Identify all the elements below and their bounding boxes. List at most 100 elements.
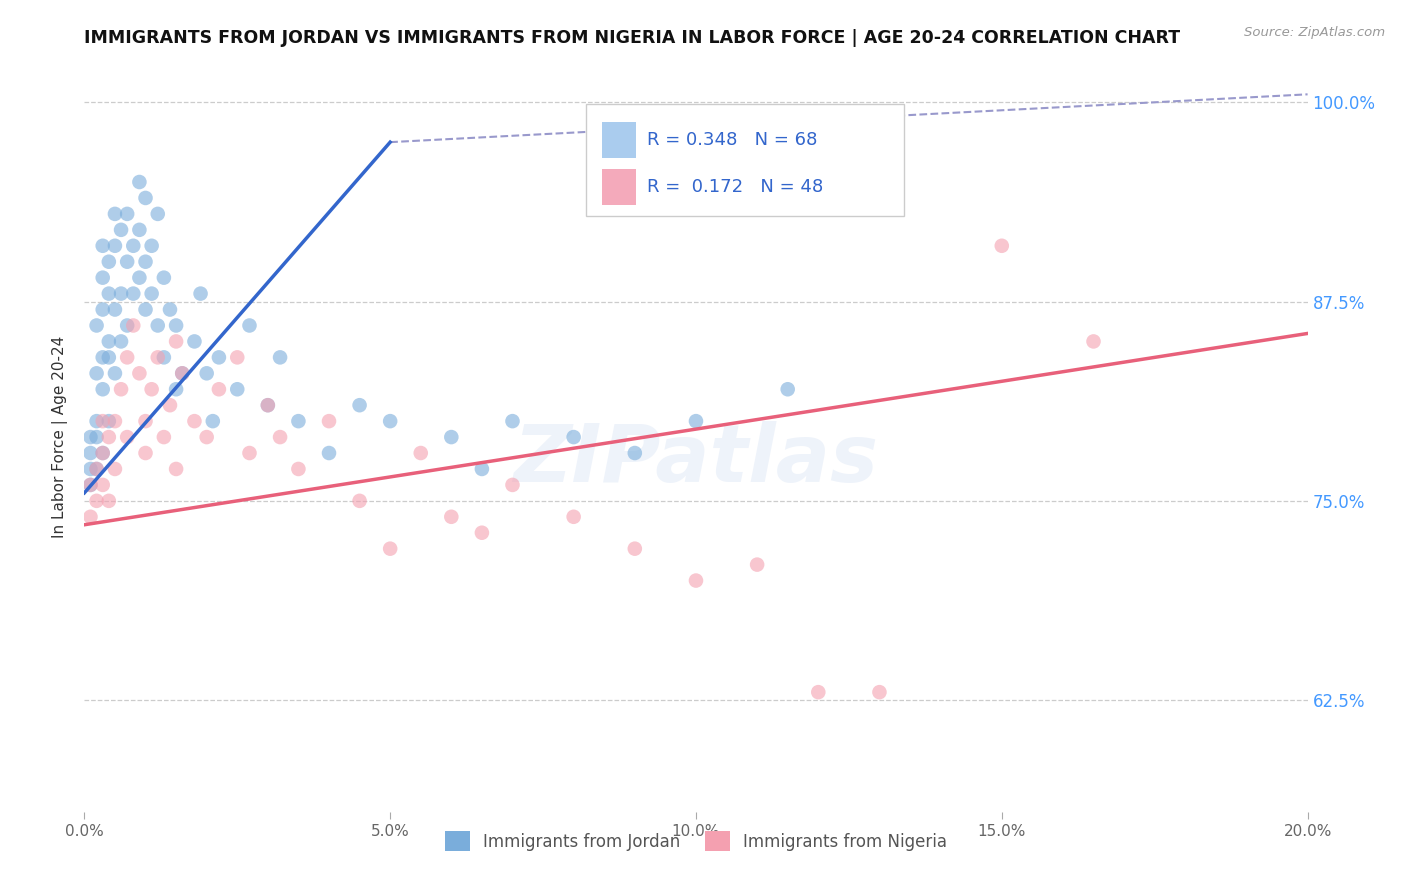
Point	[195, 430, 218, 444]
Point	[172, 367, 194, 381]
Text: ZIPatlas: ZIPatlas	[513, 420, 879, 499]
Point	[91, 382, 114, 396]
Point	[110, 223, 132, 237]
Point	[104, 414, 127, 428]
Point	[318, 414, 340, 428]
Point	[128, 175, 150, 189]
Point	[226, 382, 249, 396]
Point	[91, 446, 114, 460]
Point	[135, 254, 157, 268]
Point	[97, 493, 120, 508]
Point	[104, 367, 127, 381]
Point	[380, 414, 402, 428]
Point	[135, 414, 157, 428]
Point	[86, 462, 108, 476]
Point	[97, 334, 120, 349]
Point	[208, 382, 231, 396]
Point	[141, 286, 163, 301]
Point	[104, 302, 127, 317]
Point	[104, 462, 127, 476]
Y-axis label: In Labor Force | Age 20-24: In Labor Force | Age 20-24	[52, 336, 69, 538]
Point	[409, 446, 432, 460]
Point	[747, 558, 769, 572]
Point	[776, 382, 799, 396]
Point	[685, 414, 707, 428]
Point	[165, 334, 187, 349]
Point	[562, 509, 585, 524]
Text: R =  0.172   N = 48: R = 0.172 N = 48	[647, 178, 824, 196]
Point	[624, 446, 647, 460]
FancyBboxPatch shape	[602, 169, 636, 205]
Point	[135, 191, 157, 205]
Point	[440, 430, 463, 444]
Point	[115, 430, 138, 444]
Point	[128, 270, 150, 285]
Point	[471, 462, 494, 476]
Point	[91, 351, 114, 365]
Point	[115, 207, 138, 221]
Point	[115, 318, 138, 333]
Point	[183, 334, 205, 349]
Point	[201, 414, 224, 428]
Text: R = 0.348   N = 68: R = 0.348 N = 68	[647, 130, 817, 149]
Point	[91, 239, 114, 253]
Point	[122, 239, 145, 253]
Point	[146, 207, 169, 221]
Point	[86, 493, 108, 508]
Point	[110, 334, 132, 349]
Point	[122, 318, 145, 333]
Point	[91, 270, 114, 285]
Point	[122, 286, 145, 301]
Point	[146, 318, 169, 333]
Point	[159, 398, 181, 412]
Point	[165, 462, 187, 476]
Point	[685, 574, 707, 588]
Point	[86, 367, 108, 381]
Point	[79, 478, 101, 492]
Point	[104, 239, 127, 253]
Point	[159, 302, 181, 317]
Point	[165, 318, 187, 333]
Point	[91, 302, 114, 317]
Point	[226, 351, 249, 365]
Point	[183, 414, 205, 428]
Legend: Immigrants from Jordan, Immigrants from Nigeria: Immigrants from Jordan, Immigrants from …	[436, 822, 956, 860]
Point	[165, 382, 187, 396]
Point	[79, 478, 101, 492]
Point	[97, 430, 120, 444]
Point	[97, 414, 120, 428]
Point	[135, 302, 157, 317]
Point	[153, 351, 176, 365]
Point	[349, 493, 371, 508]
Point	[97, 254, 120, 268]
Point	[208, 351, 231, 365]
Point	[97, 351, 120, 365]
Point	[91, 478, 114, 492]
Point	[257, 398, 280, 412]
Point	[91, 414, 114, 428]
Point	[238, 318, 260, 333]
Point	[79, 446, 101, 460]
Point	[502, 414, 524, 428]
Point	[86, 462, 108, 476]
Point	[380, 541, 402, 556]
Point	[104, 207, 127, 221]
Point	[287, 414, 309, 428]
Point	[1083, 334, 1105, 349]
Point	[869, 685, 891, 699]
Text: IMMIGRANTS FROM JORDAN VS IMMIGRANTS FROM NIGERIA IN LABOR FORCE | AGE 20-24 COR: IMMIGRANTS FROM JORDAN VS IMMIGRANTS FRO…	[84, 29, 1181, 47]
Text: Source: ZipAtlas.com: Source: ZipAtlas.com	[1244, 26, 1385, 39]
Point	[110, 382, 132, 396]
Point	[86, 430, 108, 444]
Point	[991, 239, 1014, 253]
Point	[141, 382, 163, 396]
Point	[238, 446, 260, 460]
Point	[86, 318, 108, 333]
Point	[153, 430, 176, 444]
FancyBboxPatch shape	[586, 103, 904, 216]
Point	[79, 430, 101, 444]
Point	[318, 446, 340, 460]
Point	[440, 509, 463, 524]
Point	[91, 446, 114, 460]
Point	[807, 685, 830, 699]
